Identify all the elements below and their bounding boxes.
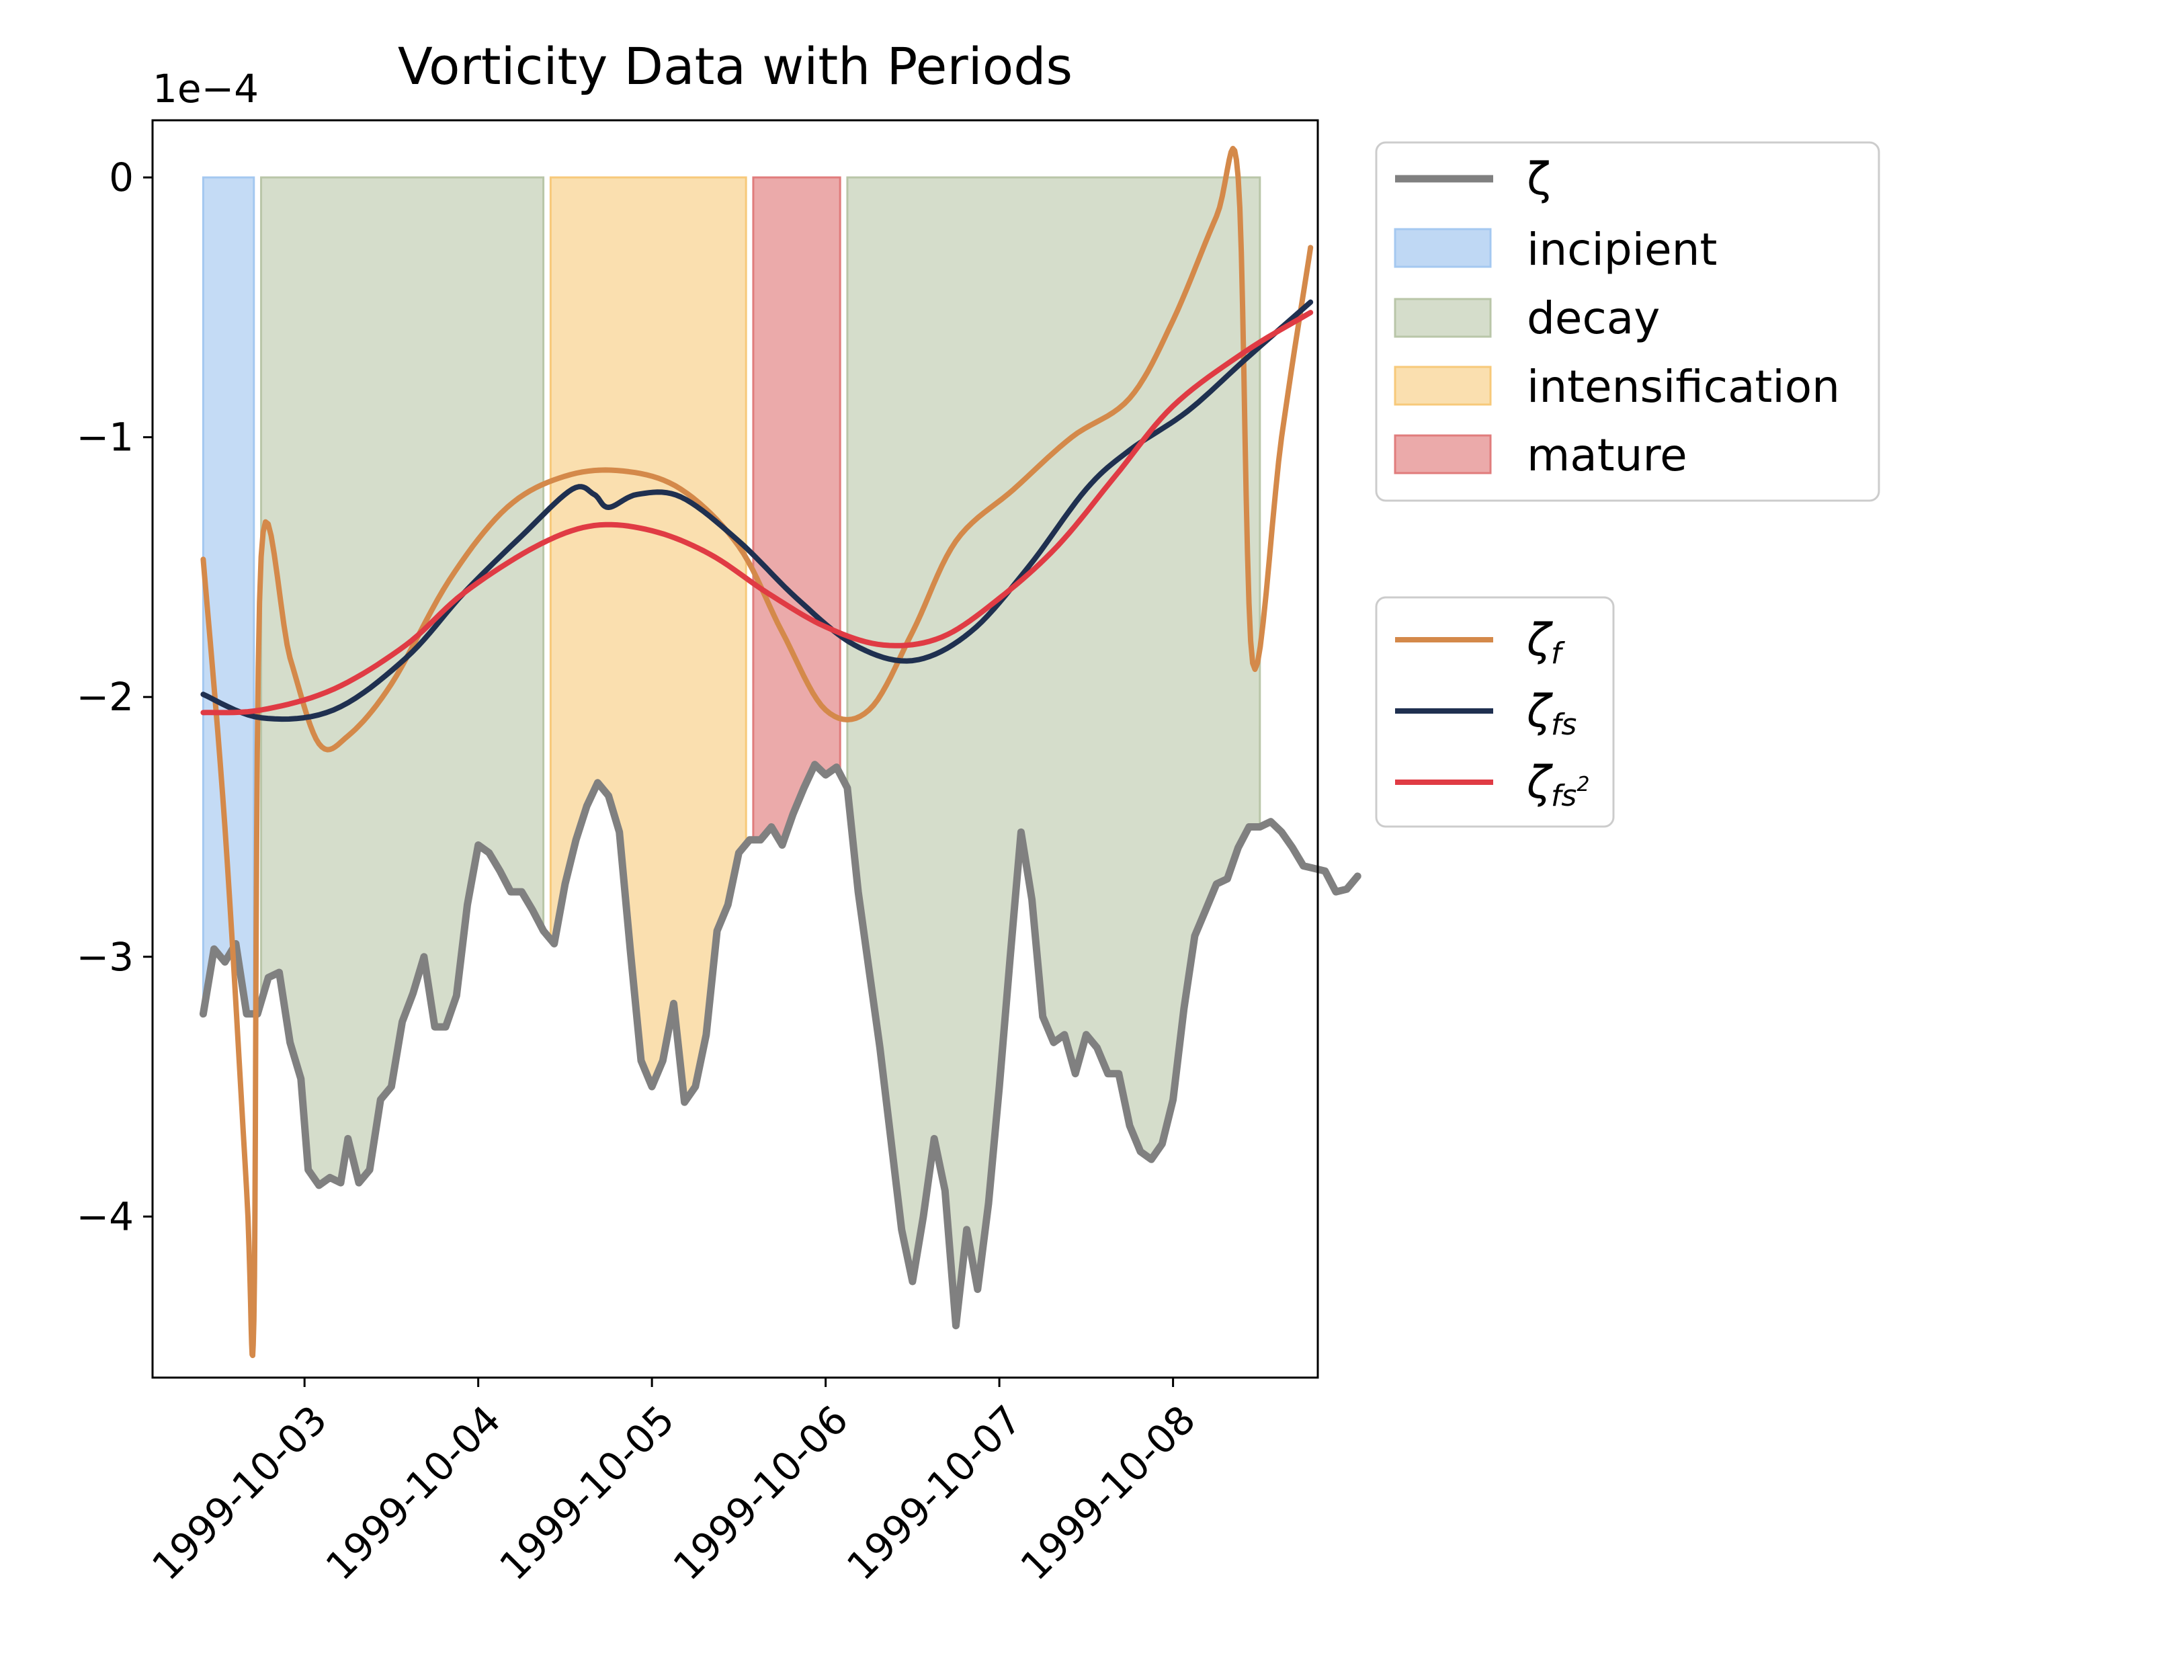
y-scale-label: 1e−4 xyxy=(153,66,259,112)
y-axis: 0 −1 −2 −3 −4 xyxy=(77,155,153,1239)
legend-label-zeta: ζ xyxy=(1527,153,1551,205)
legend-periods: ζ incipient decay intensification mature xyxy=(1375,141,1880,502)
series-zeta-fs xyxy=(200,299,1314,722)
period-band-3-mature xyxy=(752,176,841,848)
legend-label-decay: decay xyxy=(1527,292,1660,344)
legend-swatch-decay xyxy=(1394,298,1492,338)
y-tick-label-4: −4 xyxy=(77,1193,134,1239)
y-tick-label-2: −2 xyxy=(77,674,134,720)
series-zeta xyxy=(199,761,1361,1330)
y-tick-label-1: −1 xyxy=(77,415,134,460)
plot-frame xyxy=(151,119,1319,1379)
series-zeta-fs2 xyxy=(200,310,1314,716)
y-tick-label-3: −3 xyxy=(77,934,134,980)
chart-title: Vorticity Data with Periods xyxy=(398,36,1073,96)
legend-series: ζf ζfs ζfs2 xyxy=(1375,596,1615,828)
legend-label-incipient: incipient xyxy=(1527,224,1717,276)
legend-swatch-mature xyxy=(1394,434,1492,474)
series-lines xyxy=(199,146,1361,1358)
legend-swatch-incipient xyxy=(1394,228,1492,268)
legend-swatch-intensification xyxy=(1394,366,1492,406)
series-zeta-f xyxy=(200,146,1314,1358)
legend-label-mature: mature xyxy=(1527,429,1687,481)
legend-label-intensification: intensification xyxy=(1527,361,1840,413)
y-tick-label-0: 0 xyxy=(109,155,134,200)
